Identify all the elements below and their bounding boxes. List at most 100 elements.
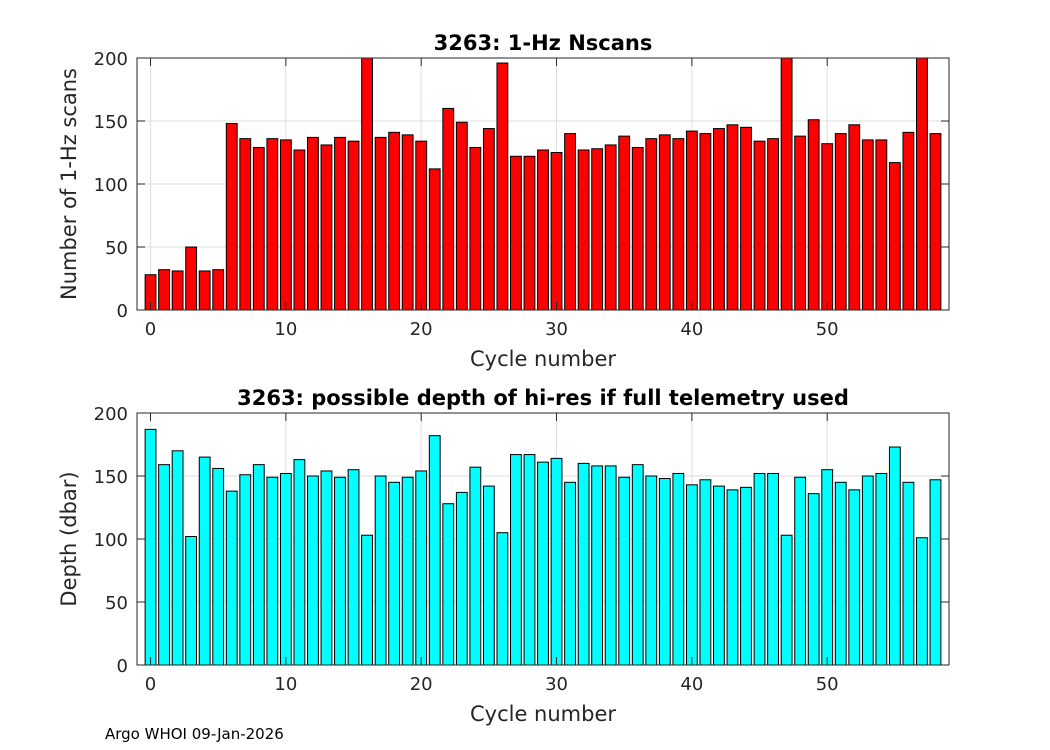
bar-cycle-23 [455, 491, 468, 666]
bar-cycle-50 [821, 143, 834, 311]
x-tick-label: 30 [545, 319, 568, 340]
bar-cycle-36 [631, 146, 644, 311]
bar-cycle-16 [361, 534, 373, 666]
bar-cycle-55 [888, 446, 901, 666]
bar-cycle-11 [293, 459, 306, 666]
bar-cycle-38 [658, 478, 671, 666]
bar-cycle-6 [225, 123, 238, 311]
chart-title: 3263: possible depth of hi-res if full t… [237, 386, 849, 410]
bar-cycle-48 [794, 135, 807, 311]
x-tick-label: 20 [410, 319, 433, 340]
bar-cycle-46 [767, 138, 779, 311]
x-tick-label: 50 [816, 674, 839, 695]
bar-cycle-8 [252, 146, 265, 311]
y-tick-label: 50 [105, 238, 128, 259]
bar-cycle-29 [537, 149, 549, 311]
bar-cycle-23 [455, 121, 468, 311]
bar-cycle-10 [279, 139, 292, 311]
bar-cycle-6 [225, 490, 238, 666]
bar-cycle-43 [726, 489, 739, 666]
bar-cycle-3 [185, 246, 198, 311]
chart-title: 3263: 1-Hz Nscans [434, 31, 653, 55]
bar-cycle-48 [794, 476, 807, 666]
bar-cycle-42 [713, 128, 725, 311]
bar-cycle-30 [550, 152, 563, 311]
bar-cycle-20 [415, 140, 428, 311]
bar-cycle-25 [482, 485, 495, 666]
bar-cycle-19 [401, 134, 414, 311]
bar-cycle-52 [848, 489, 861, 666]
bar-cycle-21 [428, 435, 441, 666]
bar-cycle-14 [334, 136, 346, 311]
bar-cycle-1 [158, 269, 170, 311]
bar-cycle-53 [861, 475, 874, 666]
bar-cycle-22 [442, 503, 455, 666]
bar-cycle-27 [510, 155, 522, 311]
x-tick-label: 0 [145, 674, 156, 695]
bar-cycle-43 [726, 124, 739, 311]
bar-cycle-55 [888, 162, 901, 311]
bar-cycle-51 [834, 481, 847, 666]
bar-cycle-11 [293, 149, 306, 311]
bar-cycle-36 [631, 464, 644, 666]
bar-cycle-34 [604, 465, 617, 666]
bar-cycle-41 [699, 133, 712, 311]
bar-cycle-29 [537, 461, 549, 666]
bar-cycle-20 [415, 470, 428, 666]
y-tick-label: 100 [94, 530, 128, 551]
x-tick-label: 40 [680, 674, 703, 695]
bar-cycle-58 [929, 479, 942, 666]
x-tick-label: 0 [145, 319, 156, 340]
y-tick-label: 100 [94, 175, 128, 196]
bar-cycle-41 [699, 479, 712, 666]
bar-cycle-56 [902, 131, 915, 311]
bar-cycle-52 [848, 124, 861, 311]
bar-cycle-1 [158, 464, 170, 666]
bar-cycle-2 [171, 270, 184, 311]
x-tick-label: 30 [545, 674, 568, 695]
x-tick-label: 10 [274, 319, 297, 340]
bar-cycle-27 [510, 454, 522, 666]
bar-cycle-9 [266, 138, 279, 311]
bar-cycle-3 [185, 535, 198, 666]
y-tick-label: 0 [117, 656, 128, 677]
bar-cycle-14 [334, 476, 346, 666]
bar-cycle-15 [347, 469, 360, 666]
bar-cycle-35 [618, 135, 631, 311]
bar-cycle-35 [618, 476, 631, 666]
bar-cycle-57 [916, 57, 928, 311]
y-tick-label: 150 [94, 467, 128, 488]
bar-cycle-7 [239, 138, 252, 311]
bar-cycle-39 [672, 472, 685, 666]
x-axis-label: Cycle number [470, 702, 616, 726]
bar-cycle-12 [307, 136, 319, 311]
bar-cycle-24 [469, 466, 482, 666]
bar-cycle-28 [523, 155, 536, 311]
y-tick-label: 50 [105, 593, 128, 614]
bar-cycle-0 [144, 428, 157, 666]
bar-cycle-7 [239, 474, 252, 666]
bar-cycle-17 [374, 136, 387, 311]
y-tick-label: 150 [94, 112, 128, 133]
bar-cycle-37 [645, 138, 658, 311]
bar-cycle-45 [753, 472, 766, 666]
bar-cycle-21 [428, 168, 441, 311]
bar-cycle-34 [604, 144, 617, 311]
y-axis-label: Number of 1-Hz scans [57, 68, 81, 300]
footer-credit: Argo WHOI 09-Jan-2026 [105, 725, 284, 743]
bar-cycle-26 [496, 532, 509, 666]
x-axis-label: Cycle number [470, 347, 616, 371]
bar-cycle-33 [591, 465, 604, 666]
bar-cycle-54 [875, 472, 888, 666]
bar-cycle-47 [780, 57, 793, 311]
bar-cycle-18 [388, 481, 401, 666]
bar-cycle-32 [577, 462, 590, 666]
bar-cycle-44 [740, 486, 752, 666]
bar-cycle-50 [821, 469, 834, 666]
bar-cycle-46 [767, 472, 779, 666]
bar-cycle-15 [347, 140, 360, 311]
chart-depth: 0 10 20 30 40 50 0 50 100 150 200 3263: possible de… [57, 386, 950, 726]
x-tick-label: 40 [680, 319, 703, 340]
bar-cycle-26 [496, 62, 509, 311]
